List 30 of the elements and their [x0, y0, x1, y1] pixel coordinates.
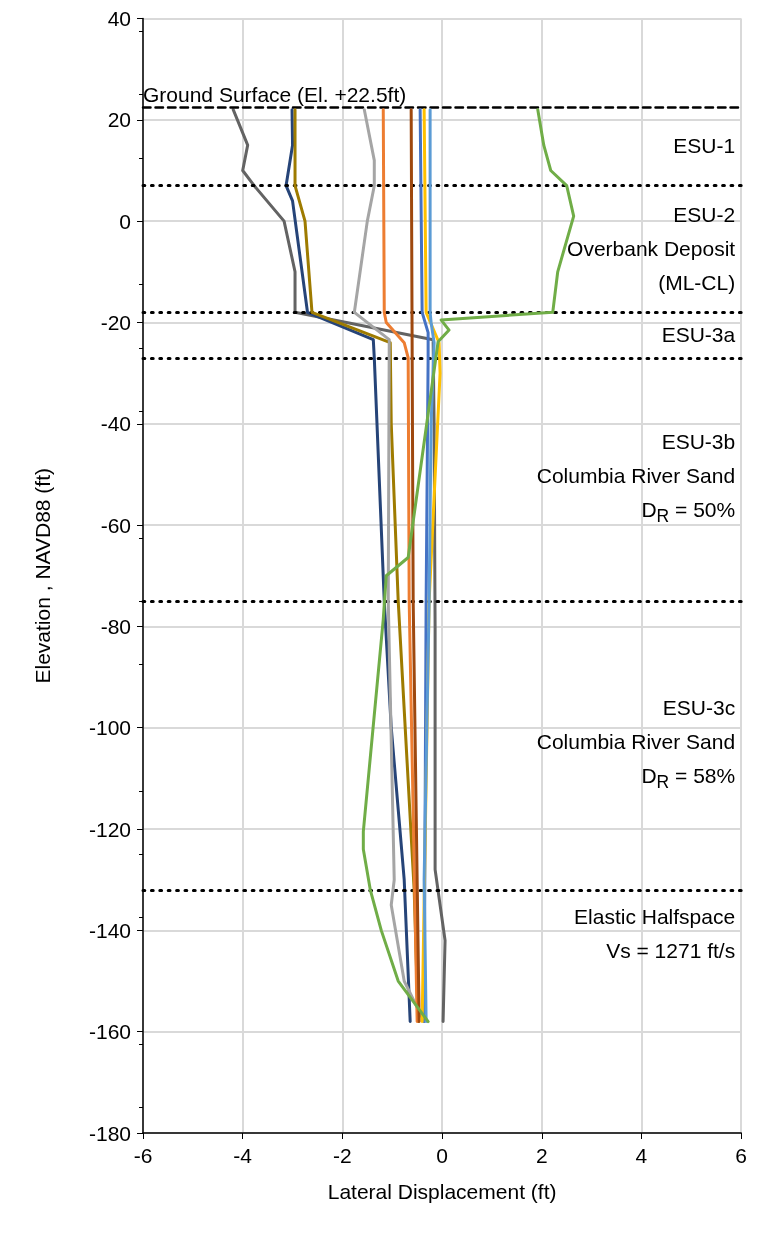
x-tick-label: -4 [233, 1144, 253, 1167]
x-tick-label: 2 [535, 1144, 548, 1167]
y-tick-label: 20 [107, 108, 131, 132]
annotation: ESU-3a [661, 322, 736, 349]
annotation: ESU-3c Columbia River Sand D$_{R}$ = 58% [536, 695, 736, 795]
line-series [422, 108, 436, 1024]
y-tick-label: -60 [100, 513, 131, 537]
x-tick-label: -2 [333, 1144, 352, 1167]
y-axis-title: Elevation , NAVD88 (ft) [31, 467, 54, 684]
y-tick-label: -80 [100, 614, 131, 638]
y-tick-label: -120 [88, 817, 131, 841]
annotation: ESU-3b Columbia River Sand D$_{R}$ = 50% [536, 429, 736, 529]
ref-line-label: Ground Surface (El. +22.5ft) [143, 83, 407, 107]
x-tick-label: 4 [635, 1144, 648, 1167]
annotation: Elastic Halfspace Vs = 1271 ft/s [574, 903, 736, 964]
x-axis-title: Lateral Displacement (ft) [327, 1180, 557, 1203]
y-tick-label: -140 [88, 918, 131, 942]
y-tick-label: -160 [88, 1020, 131, 1044]
y-tick-label: -100 [88, 716, 131, 740]
x-tick-label: 6 [735, 1144, 747, 1167]
x-tick-label: -6 [133, 1144, 153, 1167]
y-tick-label: 0 [119, 209, 131, 233]
line-series [381, 108, 419, 1024]
y-tick-label: -40 [100, 412, 131, 436]
annotation: ESU-2 Overbank Deposit (ML-CL) [567, 202, 736, 296]
x-tick-label: 0 [436, 1144, 448, 1167]
y-tick-label: -180 [88, 1121, 131, 1145]
y-tick-label: 40 [107, 7, 131, 30]
y-tick-label: -20 [100, 310, 131, 334]
annotation: ESU-1 [673, 133, 736, 160]
